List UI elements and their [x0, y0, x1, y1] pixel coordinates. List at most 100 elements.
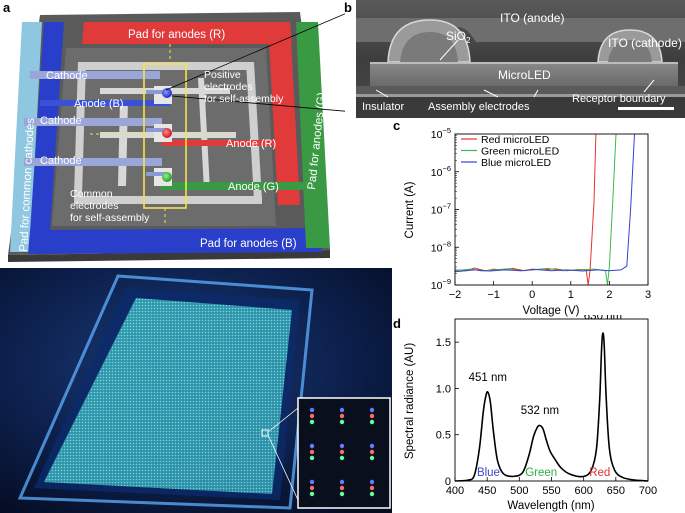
iv-x-tick-label: 3 [645, 289, 651, 301]
panel-letter-c: c [393, 118, 401, 133]
blue-anode-pad-bottom [28, 228, 322, 254]
spectrum-x-tick-label: 500 [510, 485, 528, 497]
spectrum-chart: 400 450 500 550 600 650 700 0 0.5 1.0 1.5 451 nm 5… [404, 315, 657, 512]
inset-green-dot [339, 491, 345, 497]
red-anode-pad-right [268, 22, 300, 205]
inset-green-dot [339, 455, 345, 461]
label-anode-g: Anode (G) [228, 181, 279, 193]
iv-x-label: Voltage (V) [523, 305, 580, 317]
label-positive-3: for self-assembly [204, 93, 284, 105]
iv-y-tick-label: 10−9 [431, 277, 451, 292]
label-cathode-1: Cathode [46, 70, 88, 82]
iv-y-tick-label: 10−8 [431, 239, 451, 254]
spectrum-x-tick-label: 600 [574, 485, 592, 497]
device-schematic: Pad for anodes (R) Pad for anodes (B) Pa… [8, 12, 345, 262]
spectrum-y-label: Spectral radiance (AU) [404, 343, 416, 459]
label-sio2: SiO2 [446, 29, 471, 45]
spectrum-x-label: Wavelength (nm) [507, 500, 594, 512]
inset-red-dot [339, 485, 345, 491]
sem-cross-section: ITO (anode) SiO2 ITO (cathode) MicroLED … [356, 0, 685, 118]
cathode-line-2 [24, 118, 162, 126]
inset-green-dot [309, 455, 315, 461]
label-common-2: electrodes [70, 200, 118, 212]
inset-blue-dot [309, 407, 315, 413]
iv-y-tick-label: 10−7 [431, 202, 451, 217]
array-photograph [0, 268, 392, 513]
scale-bar [618, 107, 674, 110]
spectrum-band-label: Blue [477, 467, 500, 479]
label-pad-anodes-b: Pad for anodes (B) [200, 238, 297, 250]
cathode-line-3 [24, 158, 162, 166]
spectrum-y-tick-label: 1.0 [436, 383, 451, 395]
inset-blue-dot [369, 407, 375, 413]
inset-red-dot [369, 485, 375, 491]
iv-x-tick-label: −2 [449, 289, 462, 301]
iv-y-tick-label: 10−5 [431, 126, 451, 141]
label-common-3: for self-assembly [70, 212, 150, 224]
inset-red-dot [309, 485, 315, 491]
substrate-frame [17, 274, 314, 510]
iv-y-label: Current (A) [404, 181, 416, 238]
iv-x-tick-label: −1 [487, 289, 500, 301]
spectrum-y-tick-label: 1.5 [436, 337, 451, 349]
panel-letter-a: a [3, 0, 11, 15]
iv-legend-label: Red microLED [481, 134, 550, 146]
label-receptor: Receptor boundary [572, 93, 666, 105]
label-insulator: Insulator [362, 101, 405, 113]
spectrum-band-label: Red [589, 467, 610, 479]
red-microled-dot [162, 128, 172, 138]
iv-x-tick-label: 0 [529, 289, 535, 301]
label-positive-2: electrodes [204, 81, 252, 93]
spectrum-x-tick-label: 400 [446, 485, 464, 497]
label-ito-anode: ITO (anode) [500, 11, 564, 25]
anode-line-b [40, 100, 170, 106]
inset-red-dot [309, 413, 315, 419]
label-anode-r: Anode (R) [226, 138, 276, 150]
microled-body [370, 62, 678, 86]
label-microled: MicroLED [498, 68, 551, 82]
inset-red-dot [369, 413, 375, 419]
anode-line-r [162, 140, 290, 146]
blue-microled-dot [162, 88, 172, 98]
spectrum-y-tick-label: 0.5 [436, 430, 451, 442]
label-assembly: Assembly electrodes [428, 101, 530, 113]
spectrum-plot-frame [454, 318, 649, 482]
spectrum-peak-label: 532 nm [521, 405, 559, 417]
green-microled-dot [162, 172, 172, 182]
spectrum-x-tick-label: 550 [542, 485, 560, 497]
inset-green-dot [309, 419, 315, 425]
spectrum-x-tick-label: 450 [478, 485, 496, 497]
label-common-1: Common [70, 188, 113, 200]
label-anode-b: Anode (B) [74, 98, 124, 110]
spectrum-x-tick-label: 700 [639, 485, 657, 497]
inset-blue-dot [339, 407, 345, 413]
inset-blue-dot [339, 479, 345, 485]
spectrum-peak-label: 630 nm [584, 315, 622, 323]
iv-y-tick-label: 10−6 [431, 164, 451, 179]
panel-letter-b: b [344, 0, 352, 15]
cathode-line-1 [30, 71, 160, 79]
inset-green-dot [369, 455, 375, 461]
spectrum-band-label: Green [525, 467, 557, 479]
iv-series-2 [454, 133, 635, 273]
iv-legend-label: Blue microLED [481, 157, 551, 169]
spectrum-peak-label: 451 nm [469, 372, 507, 384]
iv-x-tick-label: 1 [568, 289, 574, 301]
inset-blue-dot [309, 443, 315, 449]
inset-green-dot [309, 491, 315, 497]
inset-red-dot [309, 449, 315, 455]
label-ito-cathode: ITO (cathode) [608, 36, 682, 50]
red-anode-pad [82, 22, 292, 44]
iv-chart: −2 −1 0 1 2 3 10−9 10−8 10−7 10−6 10−5 Red microL… [404, 126, 651, 317]
inset-green-dot [369, 491, 375, 497]
anode-line-g [160, 182, 306, 190]
green-anode-pad [296, 22, 330, 248]
panel-letter-d: d [393, 316, 401, 331]
common-cathode-pad [10, 22, 42, 252]
inset-red-dot [339, 413, 345, 419]
iv-legend-label: Green microLED [481, 146, 560, 158]
inset-green-dot [339, 419, 345, 425]
spectrum-x-tick-label: 650 [607, 485, 625, 497]
inset-blue-dot [339, 443, 345, 449]
inset-blue-dot [369, 443, 375, 449]
